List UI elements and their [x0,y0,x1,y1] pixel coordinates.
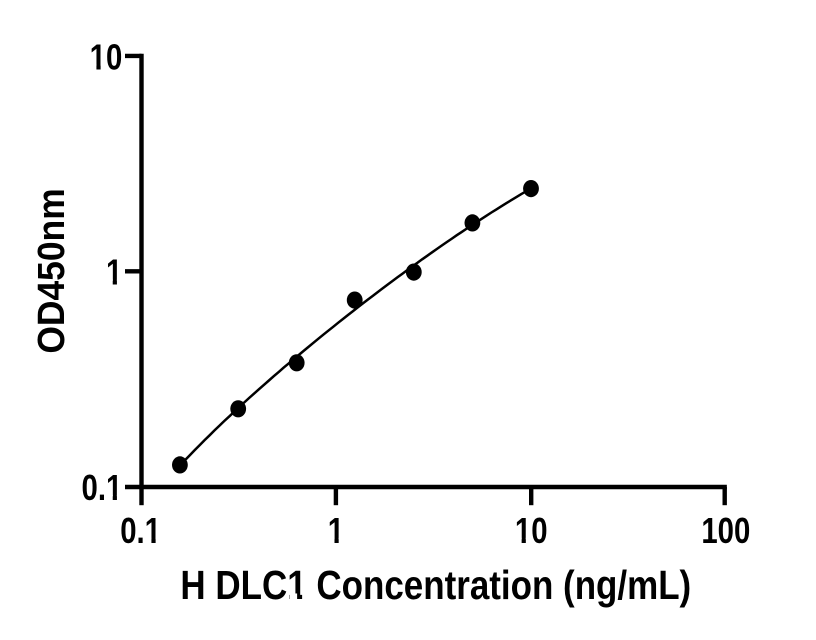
svg-text:1: 1 [106,252,122,293]
svg-text:1: 1 [328,510,344,551]
svg-text:H DLC1 Concentration (ng/mL): H DLC1 Concentration (ng/mL) [180,564,691,609]
svg-text:10: 10 [90,36,123,77]
svg-text:100: 100 [701,510,750,551]
svg-text:OD450nm: OD450nm [30,188,72,353]
svg-text:10: 10 [515,510,548,551]
svg-text:0.1: 0.1 [120,510,161,551]
svg-text:0.1: 0.1 [82,467,123,508]
